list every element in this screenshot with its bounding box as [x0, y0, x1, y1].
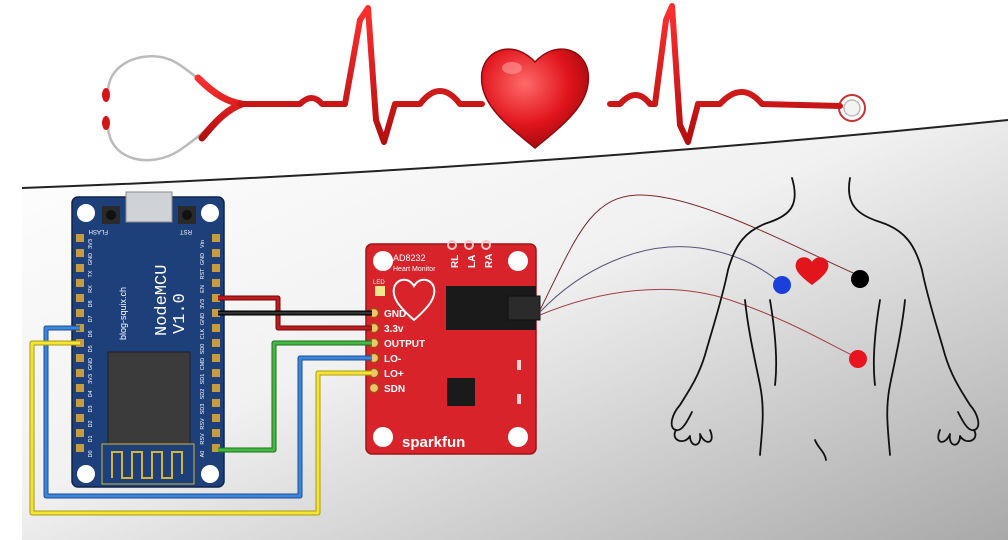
nodemcu-pin-right: [212, 234, 220, 242]
nodemcu-pin-left: [76, 309, 84, 317]
nodemcu-pin-label: Vin: [200, 240, 206, 248]
nodemcu-pin-label: A0: [200, 451, 206, 458]
nodemcu-pin-label: SD3: [200, 404, 206, 415]
nodemcu-pin-label: GND: [200, 253, 206, 265]
ad8232-pin-label: GND: [384, 309, 406, 320]
nodemcu-pin-label: GND: [88, 358, 94, 370]
nodemcu-pin-right: [212, 324, 220, 332]
nodemcu-pin-label: TX: [88, 270, 94, 277]
ad8232-pin-label: 3.3v: [384, 324, 404, 335]
ad8232-pin-label: LO+: [384, 369, 404, 380]
flash-label: FLASH: [89, 228, 108, 234]
nodemcu-pin-label: GND: [200, 313, 206, 325]
led-label: LED: [373, 280, 385, 286]
separator-line: [21, 119, 1008, 189]
nodemcu-pin-left: [76, 414, 84, 422]
nodemcu-site: blog-squix.ch: [118, 287, 128, 340]
nodemcu-pin-label: CLK: [200, 328, 206, 339]
ecg-trace: [237, 3, 843, 145]
nodemcu-board: A0 RSV RSV SD3 SD2 SD1 CMD SD0 CLK GND 3V3 EN RST GND…: [71, 191, 225, 488]
heart-icon-small: [795, 257, 829, 285]
nodemcu-pin-left: [76, 279, 84, 287]
nodemcu-pin-label: D5: [88, 345, 94, 352]
nodemcu-pin-label: RSV: [200, 433, 206, 445]
nodemcu-pin-left: [76, 249, 84, 257]
nodemcu-pin-label: SD2: [200, 389, 206, 400]
nodemcu-pin-label: D8: [88, 300, 94, 307]
electrode-blue: [773, 276, 791, 294]
nodemcu-pin-right: [212, 444, 220, 452]
nodemcu-pin-right: [212, 369, 220, 377]
nodemcu-pin-label: RX: [88, 285, 94, 293]
nodemcu-pin-right: [212, 279, 220, 287]
ad8232-chip-label: AD8232: [393, 253, 426, 263]
nodemcu-pin-label: RSV: [200, 418, 206, 430]
nodemcu-pin-left: [76, 234, 84, 242]
nodemcu-pin-right: [212, 309, 220, 317]
nodemcu-pin-label: SD0: [200, 344, 206, 355]
ad8232-pin-label: SDN: [384, 384, 405, 395]
nodemcu-pin-left: [76, 264, 84, 272]
nodemcu-pin-right: [212, 414, 220, 422]
nodemcu-pin-label: SD1: [200, 374, 206, 385]
nodemcu-pin-label: RST: [200, 268, 206, 280]
nodemcu-pin-right: [212, 399, 220, 407]
nodemcu-pin-left: [76, 444, 84, 452]
ad8232-pin-label: LO-: [384, 354, 401, 365]
nodemcu-pin-left: [76, 399, 84, 407]
nodemcu-pin-right: [212, 249, 220, 257]
nodemcu-pin-label: D2: [88, 420, 94, 427]
ad8232-subtitle: Heart Monitor: [393, 266, 436, 273]
nodemcu-pin-right: [212, 384, 220, 392]
rst-label: RST: [180, 228, 192, 234]
electrode-leads: [539, 194, 861, 359]
electrode-label: LA: [467, 255, 478, 268]
nodemcu-pin-label: D1: [88, 435, 94, 442]
nodemcu-title: NodeMCU: [153, 265, 172, 336]
electrode-label: RA: [484, 254, 495, 268]
nodemcu-pin-left: [76, 384, 84, 392]
nodemcu-pin-right: [212, 264, 220, 272]
brand-label: sparkfun: [402, 434, 465, 451]
body-outline: [670, 177, 980, 461]
electrode-red: [849, 350, 867, 368]
ad8232-pin-label: OUTPUT: [384, 339, 425, 350]
nodemcu-pin-label: D4: [88, 390, 94, 397]
nodemcu-pin-label: 3V3: [200, 299, 206, 309]
nodemcu-pin-left: [76, 369, 84, 377]
heart-outline-icon: [392, 278, 436, 322]
nodemcu-pin-label: D7: [88, 315, 94, 322]
nodemcu-pin-label: D6: [88, 330, 94, 337]
nodemcu-pin-right: [212, 339, 220, 347]
heart-icon: [480, 48, 590, 149]
electrode-black: [851, 270, 869, 288]
nodemcu-pin-label: GND: [88, 253, 94, 265]
ad8232-pin: [368, 382, 380, 394]
wires: [29, 295, 372, 516]
nodemcu-pin-label: D3: [88, 405, 94, 412]
nodemcu-pin-label: CMD: [200, 358, 206, 371]
nodemcu-pin-right: [212, 354, 220, 362]
nodemcu-pin-label: D0: [88, 450, 94, 457]
nodemcu-pin-left: [76, 354, 84, 362]
nodemcu-pin-label: 3V3: [88, 239, 94, 249]
nodemcu-pin-left: [76, 429, 84, 437]
ad8232-board: GND 3.3v OUTPUT LO- LO+ SDN: [365, 240, 541, 455]
nodemcu-pin-label: 3V3: [88, 374, 94, 384]
nodemcu-pin-right: [212, 294, 220, 302]
nodemcu-pin-left: [76, 294, 84, 302]
nodemcu-version: V1.0: [171, 293, 190, 334]
electrode-label: RL: [450, 255, 461, 268]
nodemcu-pin-right: [212, 429, 220, 437]
nodemcu-pin-label: EN: [200, 285, 206, 293]
